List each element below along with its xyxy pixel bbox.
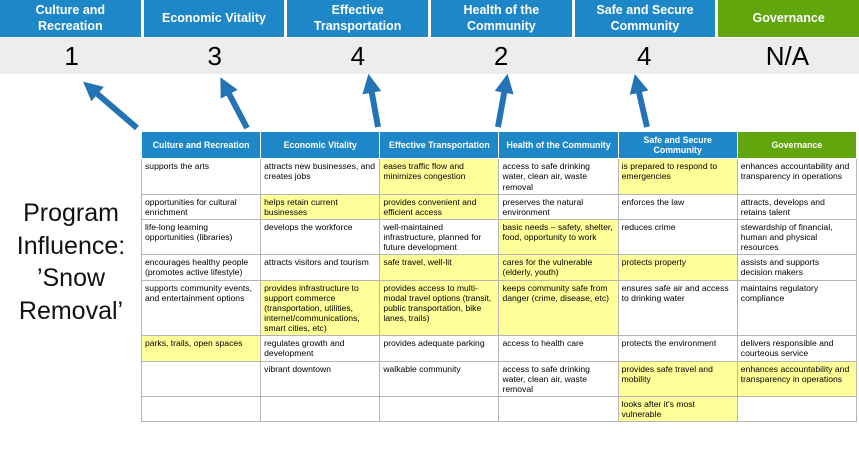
table-header-row: Culture and Recreation Economic Vitality E… <box>140 130 858 160</box>
table-cell: access to safe drinking water, clean air… <box>498 360 619 398</box>
table-cell: assists and supports decision makers <box>736 254 858 281</box>
table-cell: well-maintained infrastructure, planned … <box>379 218 500 256</box>
table-cell: provides access to multi-modal travel op… <box>379 279 500 337</box>
table-row: supports the arts attracts new businesses… <box>140 158 858 195</box>
scorecard-header: Health of the Community <box>431 0 572 37</box>
table-cell: opportunities for cultural enrichment <box>140 193 262 220</box>
table-cell: enhances accountability and transparency… <box>736 158 858 195</box>
scorecard-headers: Culture and Recreation Economic Vitality E… <box>0 0 859 37</box>
scorecard-header: Effective Transportation <box>287 0 428 37</box>
table-cell: attracts new businesses, and creates job… <box>260 158 381 195</box>
scorecard-score: 4 <box>637 40 652 71</box>
table-cell: walkable community <box>379 360 500 398</box>
table-row: life-long learning opportunities (librar… <box>140 218 858 256</box>
influence-table-head: Culture and Recreation Economic Vitality E… <box>140 130 858 160</box>
table-cell: provides convenient and efficient access <box>379 193 500 220</box>
table-row: parks, trails, open spaces regulates grow… <box>140 335 858 362</box>
table-cell: provides infrastructure to support comme… <box>260 279 381 337</box>
table-cell: enhances accountability and transparency… <box>736 360 858 398</box>
table-row: encourages healthy people (promotes acti… <box>140 254 858 281</box>
influence-table-body: supports the arts attracts new businesses… <box>140 158 858 423</box>
table-cell: develops the workforce <box>260 218 381 256</box>
scorecard-score: 4 <box>350 40 366 71</box>
scorecard-score: 3 <box>207 40 222 71</box>
table-cell: enforces the law <box>617 193 738 220</box>
table-row: supports community events, and entertain… <box>140 279 858 337</box>
scorecard-header: Governance <box>718 0 859 37</box>
table-cell <box>379 396 500 423</box>
table-cell <box>140 360 262 398</box>
table-cell: provides adequate parking <box>379 335 500 362</box>
scorecard-header: Culture and Recreation <box>0 0 141 37</box>
table-column-header: Health of the Community <box>498 130 619 160</box>
table-cell <box>498 396 619 423</box>
table-cell: preserves the natural environment <box>498 193 619 220</box>
table-cell: stewardship of financial, human and phys… <box>736 218 858 256</box>
table-cell: attracts, develops and retains talent <box>736 193 858 220</box>
table-cell <box>140 396 262 423</box>
up-arrow-icon <box>220 77 250 130</box>
table-cell: looks after it's most vulnerable <box>617 396 738 423</box>
table-row: looks after it's most vulnerable <box>140 396 858 423</box>
table-cell: eases traffic flow and minimizes congest… <box>379 158 500 195</box>
scorecard-scores: 1 3 4 2 4 N/A <box>0 38 859 74</box>
main-area: Program Influence: ’Snow Removal’ Cultur… <box>0 130 859 465</box>
table-cell: cares for the vulnerable (elderly, youth… <box>498 254 619 281</box>
table-column-header: Safe and Secure Community <box>617 130 738 160</box>
table-column-header: Economic Vitality <box>260 130 381 160</box>
influence-table: Culture and Recreation Economic Vitality E… <box>140 130 858 423</box>
table-cell: reduces crime <box>617 218 738 256</box>
scorecard-header: Economic Vitality <box>143 0 285 37</box>
table-cell: life-long learning opportunities (librar… <box>140 218 262 256</box>
table-cell: protects the environment <box>617 335 738 362</box>
program-title: Program Influence: ’Snow Removal’ <box>16 199 126 325</box>
table-cell: delivers responsible and courteous servi… <box>736 335 858 362</box>
table-cell: attracts visitors and tourism <box>260 254 381 281</box>
table-cell: regulates growth and development <box>260 335 381 362</box>
table-cell: encourages healthy people (promotes acti… <box>140 254 262 281</box>
table-row: opportunities for cultural enrichment hel… <box>140 193 858 220</box>
table-cell: supports community events, and entertain… <box>140 279 262 337</box>
scorecard-score: 1 <box>64 40 79 71</box>
table-column-header: Culture and Recreation <box>140 130 262 160</box>
table-row: vibrant downtown walkable community access… <box>140 360 858 398</box>
up-arrow-icon <box>494 74 514 128</box>
table-cell: provides safe travel and mobility <box>617 360 738 398</box>
table-cell <box>736 396 858 423</box>
table-cell: basic needs – safety, shelter, food, opp… <box>498 218 619 256</box>
scorecard-header: Safe and Secure Community <box>574 0 716 37</box>
table-cell: supports the arts <box>140 158 262 195</box>
table-cell: is prepared to respond to emergencies <box>617 158 738 195</box>
table-cell: ensures safe air and access to drinking … <box>617 279 738 337</box>
table-cell: safe travel, well-lit <box>379 254 500 281</box>
table-cell: protects property <box>617 254 738 281</box>
up-arrow-icon <box>83 81 139 131</box>
up-arrow-icon <box>629 74 650 128</box>
table-cell <box>260 396 381 423</box>
table-column-header: Effective Transportation <box>379 130 500 160</box>
influence-arrows <box>83 74 650 131</box>
scorecard-score: 2 <box>493 40 509 71</box>
up-arrow-icon <box>362 74 382 128</box>
table-cell: helps retain current businesses <box>260 193 381 220</box>
table-cell: keeps community safe from danger (crime,… <box>498 279 619 337</box>
scorecard-score: N/A <box>765 40 810 71</box>
table-cell: access to safe drinking water, clean air… <box>498 158 619 195</box>
arrow-band <box>0 74 859 131</box>
table-cell: vibrant downtown <box>260 360 381 398</box>
table-cell: parks, trails, open spaces <box>140 335 262 362</box>
table-column-header: Governance <box>736 130 858 160</box>
table-cell: access to health care <box>498 335 619 362</box>
table-cell: maintains regulatory compliance <box>736 279 858 337</box>
